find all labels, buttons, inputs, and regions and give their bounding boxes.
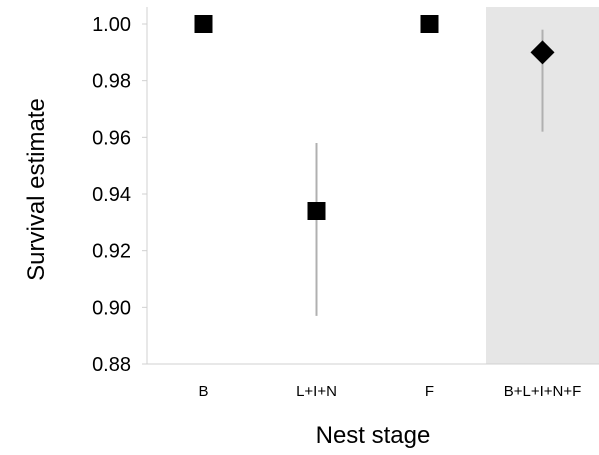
y-tick-label: 0.96 [92, 127, 131, 149]
y-tick-label: 0.98 [92, 71, 131, 93]
x-tick-label: F [425, 383, 434, 400]
y-tick-label: 0.88 [92, 354, 131, 376]
y-tick-label: 1.00 [92, 14, 131, 36]
square-marker [194, 15, 213, 33]
square-marker [307, 202, 326, 220]
square-marker [420, 15, 439, 33]
y-tick-label: 0.90 [92, 297, 131, 319]
x-tick-labels: B L+I+N F B+L+I+N+F [198, 383, 581, 400]
axes [142, 7, 599, 365]
x-tick-label: B+L+I+N+F [504, 383, 582, 400]
x-tick-label: L+I+N [296, 383, 337, 400]
data-markers [194, 15, 555, 220]
x-axis-title: Nest stage [316, 422, 431, 449]
x-tick-label: B [198, 383, 208, 400]
y-tick-label: 0.94 [92, 184, 131, 206]
y-axis-title: Survival estimate [23, 98, 50, 281]
diamond-marker [530, 40, 555, 65]
y-tick-labels: 0.88 0.90 0.92 0.94 0.96 0.98 1.00 [92, 14, 131, 376]
y-tick-label: 0.92 [92, 241, 131, 263]
